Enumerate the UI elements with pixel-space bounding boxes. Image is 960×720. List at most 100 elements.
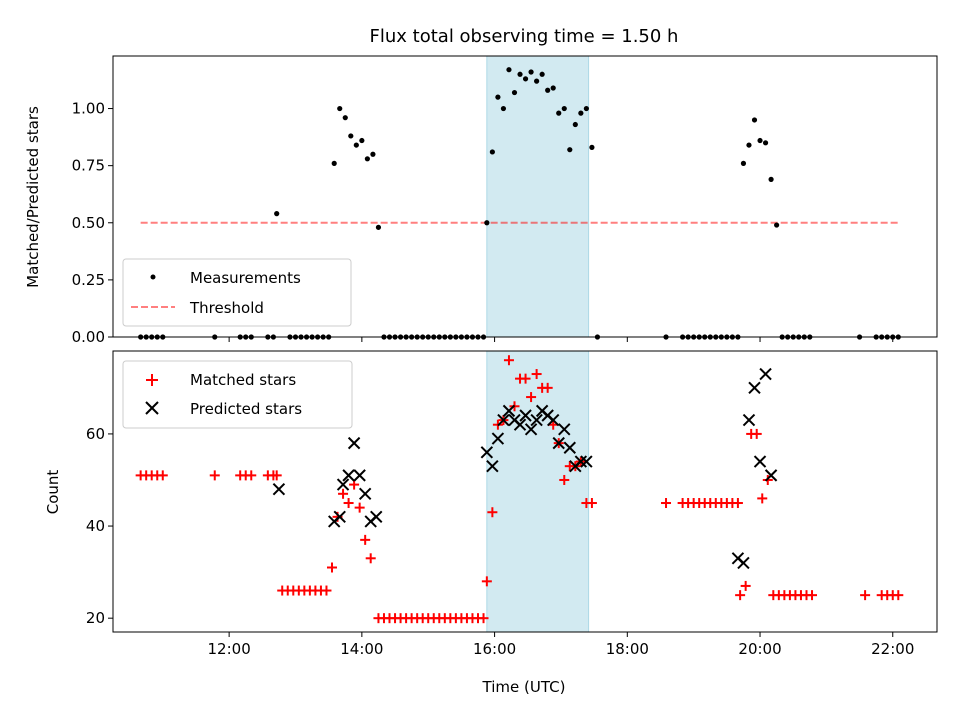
matched-star-point <box>520 373 531 384</box>
legend-measurements-label: Measurements <box>190 269 301 287</box>
predicted-star-point <box>563 441 577 454</box>
x-axis-label: Time (UTC) <box>482 678 566 696</box>
matched-star-point <box>503 355 514 366</box>
top-legend: Measurements Threshold <box>122 258 352 327</box>
matched-star-point <box>807 590 818 601</box>
x-tick-label: 14:00 <box>340 640 383 658</box>
measurement-point <box>489 149 495 155</box>
predicted-star-point <box>480 446 494 459</box>
measurement-point <box>561 105 567 112</box>
predicted-star-point <box>342 469 355 482</box>
measurement-point <box>550 85 556 91</box>
predicted-star-point <box>742 413 756 427</box>
matched-star-point <box>586 498 597 509</box>
predicted-star-point <box>358 487 372 501</box>
legend-predicted-marker <box>145 401 159 415</box>
matched-star-point <box>326 562 337 573</box>
measurement-point <box>556 110 562 116</box>
predicted-star-point <box>370 510 383 524</box>
predicted-star-point <box>764 469 778 482</box>
predicted-star-point <box>759 367 772 381</box>
predicted-star-point <box>347 436 361 450</box>
measurement-point <box>774 222 780 228</box>
measurement-point <box>740 160 747 166</box>
measurement-point <box>589 144 595 150</box>
matched-star-point <box>559 474 570 485</box>
measurement-point <box>768 176 774 182</box>
matched-star-point <box>478 613 489 624</box>
bottom-panel: 20 40 60 12:00 14:00 16:00 18:00 20:00 22:00 Co… <box>44 350 938 696</box>
measurement-point <box>567 147 573 153</box>
y-tick-label: 0.50 <box>72 214 105 232</box>
predicted-star-point <box>272 482 286 496</box>
measurement-point <box>500 105 507 112</box>
predicted-star-point <box>530 413 543 427</box>
measurement-point <box>572 121 578 128</box>
predicted-star-point <box>748 381 761 395</box>
predicted-star-point <box>546 413 560 427</box>
predicted-star-point <box>491 432 505 445</box>
measurement-point <box>484 220 490 226</box>
x-tick-label: 22:00 <box>871 640 914 658</box>
measurement-point <box>364 156 370 162</box>
predicted-star-point <box>353 469 366 482</box>
observing-window-shade <box>486 55 590 338</box>
measurement-point <box>517 71 523 77</box>
matched-star-point <box>246 470 257 481</box>
matched-star-point <box>531 369 542 380</box>
top-y-axis-label: Matched/Predicted stars <box>24 106 42 288</box>
matched-star-point <box>860 590 871 601</box>
matched-star-point <box>526 392 537 403</box>
predicted-star-point <box>552 436 565 450</box>
bottom-legend-box <box>122 360 353 429</box>
matched-star-point <box>732 498 743 509</box>
y-tick-label: 0.75 <box>72 157 105 175</box>
matched-star-point <box>343 498 354 509</box>
matched-star-point <box>487 507 498 518</box>
measurement-point <box>522 76 529 82</box>
x-tick-label: 18:00 <box>606 640 649 658</box>
measurement-point <box>370 151 376 157</box>
matched-star-point <box>321 585 332 596</box>
measurement-point <box>331 160 337 166</box>
matched-star-point <box>271 470 282 481</box>
y-tick-label: 0.25 <box>72 271 105 289</box>
measurement-point <box>511 89 518 96</box>
predicted-star-point <box>753 455 767 468</box>
matched-star-point <box>209 470 220 481</box>
matched-star-point <box>481 576 492 587</box>
y-tick-label: 1.00 <box>72 100 105 118</box>
predicted-star-point <box>513 418 527 431</box>
measurement-point <box>578 110 584 116</box>
x-tick-label: 16:00 <box>473 640 516 658</box>
matched-star-point <box>661 498 672 509</box>
chart-title: Flux total observing time = 1.50 h <box>370 26 679 47</box>
measurement-point <box>506 67 512 73</box>
matched-star-point <box>751 428 762 439</box>
measurement-point <box>337 105 343 112</box>
matched-star-point <box>757 493 768 504</box>
measurement-point <box>534 78 540 84</box>
matched-star-point <box>338 488 349 499</box>
observing-window-shade <box>486 350 590 633</box>
legend-matched-label: Matched stars <box>190 371 296 389</box>
predicted-star-point <box>336 478 350 491</box>
y-tick-label: 60 <box>86 425 105 443</box>
matched-star-point <box>365 553 376 564</box>
matched-star-point <box>740 580 751 591</box>
measurement-point <box>757 137 763 144</box>
matched-star-point <box>893 590 904 601</box>
legend-threshold-label: Threshold <box>189 299 264 317</box>
predicted-star-point <box>497 413 510 427</box>
measurement-point <box>274 211 280 217</box>
predicted-star-point <box>502 404 516 418</box>
y-tick-label: 40 <box>86 517 105 535</box>
legend-matched-marker <box>146 374 158 386</box>
measurement-point <box>495 94 501 100</box>
legend-predicted-label: Predicted stars <box>190 400 302 418</box>
predicted-star-point <box>574 455 588 468</box>
measurement-point <box>528 69 534 75</box>
bottom-y-axis-label: Count <box>44 470 62 515</box>
measurement-point <box>353 142 359 148</box>
